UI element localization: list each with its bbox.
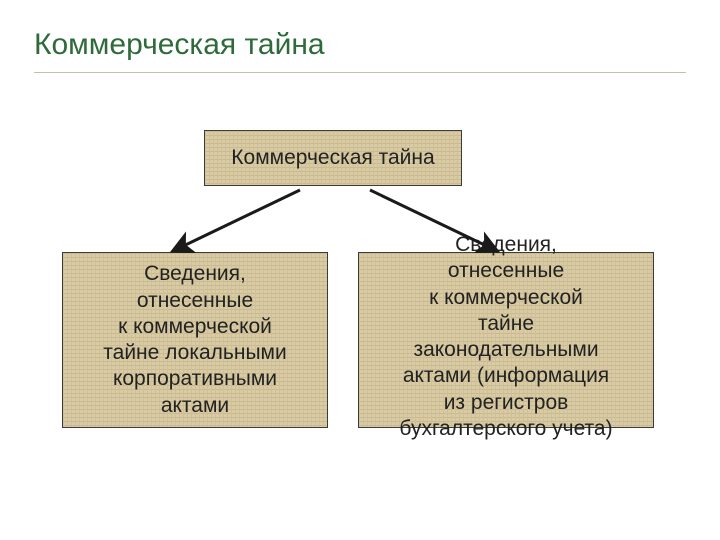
- slide: Коммерческая тайна Коммерческая тайна Св…: [0, 0, 720, 540]
- node-right-label: Сведения, отнесенные к коммерческой тайн…: [360, 232, 652, 442]
- title-underline: [34, 72, 686, 73]
- slide-title: Коммерческая тайна: [34, 28, 325, 62]
- node-root-label: Коммерческая тайна: [231, 145, 434, 171]
- node-left-label: Сведения, отнесенные к коммерческой тайн…: [103, 261, 286, 419]
- node-left: Сведения, отнесенные к коммерческой тайн…: [62, 252, 328, 428]
- node-root: Коммерческая тайна: [204, 130, 462, 186]
- arrow-left: [175, 190, 300, 250]
